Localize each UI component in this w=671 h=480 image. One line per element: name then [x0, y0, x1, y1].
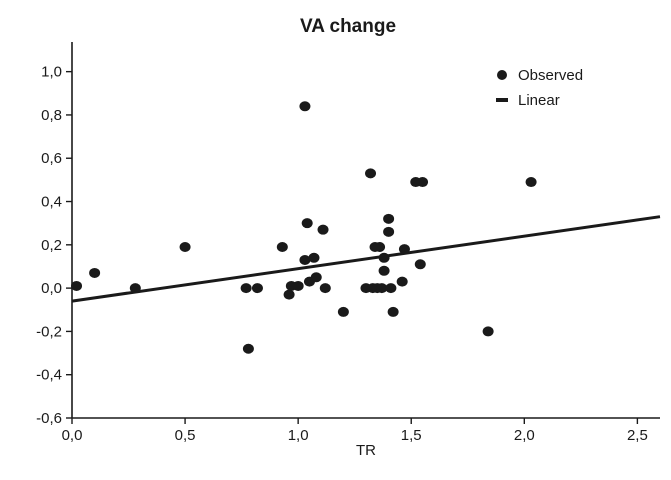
linear-fit-group	[71, 215, 661, 303]
observed-point	[71, 280, 83, 291]
legend-linear-marker	[496, 98, 508, 102]
observed-point	[383, 213, 395, 224]
observed-point	[417, 177, 429, 188]
x-tick-label: 1,0	[288, 427, 309, 444]
observed-point	[276, 241, 288, 252]
observed-point	[299, 101, 311, 112]
x-tick-label: 0,0	[62, 427, 83, 444]
observed-point	[482, 326, 494, 337]
observed-point	[317, 224, 329, 235]
observed-point	[129, 283, 141, 294]
observed-point	[378, 265, 390, 276]
linear-fit-line	[71, 215, 661, 303]
y-axis-ticks: -0,6 -0,4 -0,2 0,0 0,2 0,4 0,6 0,8 1,0	[36, 64, 72, 427]
observed-point	[283, 289, 295, 300]
observed-point	[396, 276, 408, 287]
y-tick-label: -0,6	[36, 410, 62, 427]
observed-point	[525, 177, 537, 188]
observed-point	[378, 252, 390, 263]
observed-point	[251, 283, 263, 294]
legend-observed-marker	[497, 70, 507, 80]
observed-point	[385, 283, 397, 294]
observed-point	[89, 267, 101, 278]
x-tick-label: 2,5	[627, 427, 648, 444]
x-tick-label: 0,5	[175, 427, 196, 444]
x-axis-label: TR	[356, 442, 376, 459]
y-tick-label: 0,2	[41, 237, 62, 254]
observed-point	[319, 283, 331, 294]
observed-point	[376, 283, 388, 294]
observed-points	[71, 101, 537, 354]
observed-point	[383, 226, 395, 237]
legend-linear-label: Linear	[518, 92, 560, 109]
observed-point	[242, 343, 254, 354]
y-tick-label: -0,4	[36, 367, 62, 384]
observed-point	[301, 218, 313, 229]
observed-point	[414, 259, 426, 270]
y-tick-label: 1,0	[41, 64, 62, 81]
observed-point	[240, 283, 252, 294]
x-axis-ticks: 0,0 0,5 1,0 1,5 2,0 2,5	[62, 418, 648, 444]
legend-observed-label: Observed	[518, 67, 583, 84]
observed-point	[310, 272, 322, 283]
observed-point	[179, 241, 191, 252]
y-tick-label: -0,2	[36, 323, 62, 340]
observed-point	[398, 244, 410, 255]
observed-point	[308, 252, 320, 263]
y-tick-label: 0,4	[41, 194, 62, 211]
x-tick-label: 2,0	[514, 427, 535, 444]
observed-point	[365, 168, 377, 179]
x-tick-label: 1,5	[401, 427, 422, 444]
observed-point	[374, 241, 386, 252]
observed-point	[299, 254, 311, 265]
y-tick-label: 0,6	[41, 150, 62, 167]
y-tick-label: 0,8	[41, 107, 62, 124]
observed-point	[387, 306, 399, 317]
observed-point	[292, 280, 304, 291]
y-tick-label: 0,0	[41, 280, 62, 297]
legend: Observed Linear	[496, 67, 583, 109]
observed-point	[337, 306, 349, 317]
chart-title: VA change	[300, 16, 396, 37]
